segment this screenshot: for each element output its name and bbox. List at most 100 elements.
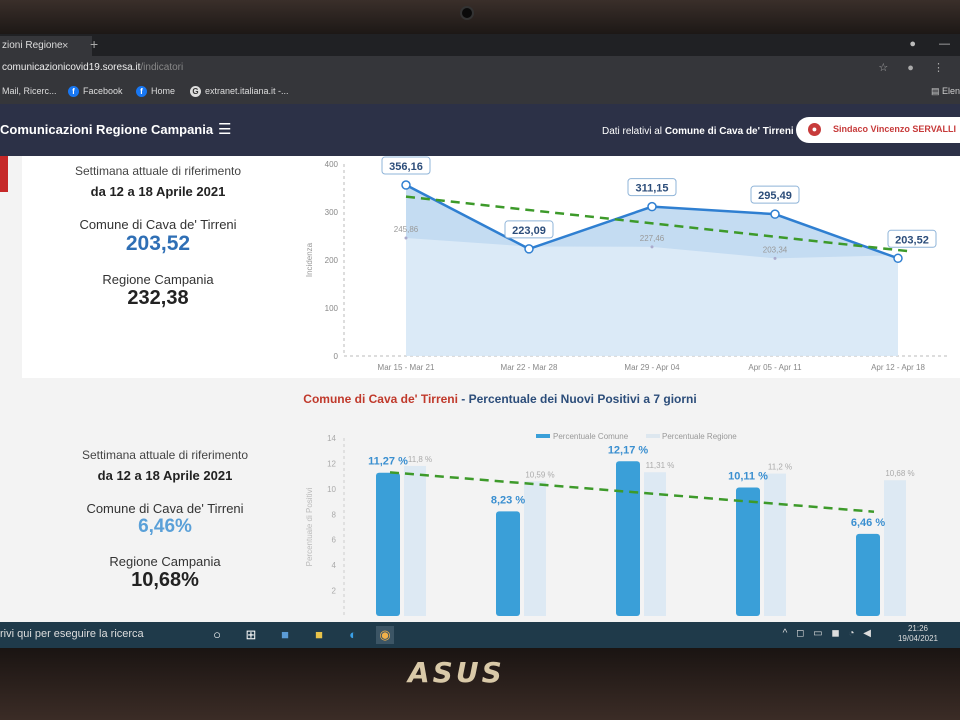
reading-list[interactable]: ▤ Elen	[930, 86, 960, 96]
y-axis-label: Incidenza	[305, 242, 314, 277]
extensions-icons[interactable]: ☆ ● ⋮	[878, 62, 952, 74]
y-tick-label: 2	[332, 587, 337, 596]
comune-bar	[616, 461, 640, 616]
close-icon[interactable]: ×	[62, 40, 69, 52]
comune-label: Comune di Cava de' Tirreni	[86, 501, 244, 516]
comune-label-box	[887, 229, 937, 248]
laptop-bezel-bottom: ASUS	[0, 648, 960, 720]
address-bar[interactable]: comunicazionicovid19.soresa.it/indicator…	[0, 56, 960, 82]
week-label: Settimana attuale di riferimento	[74, 164, 242, 178]
comune-label-box	[627, 178, 677, 197]
comune-value-label: 311,15	[635, 183, 668, 195]
chart2-title-rest: - Percentuale dei Nuovi Positivi a 7 gio…	[461, 392, 697, 406]
user-menu[interactable]: ● Sindaco Vincenzo SERVALLI	[796, 117, 960, 143]
comune-bar	[856, 533, 880, 616]
task-view-icon[interactable]: ⊞	[245, 627, 257, 642]
new-tab-icon[interactable]: +	[90, 36, 99, 52]
regione-bar-label: 10,68 %	[885, 469, 914, 478]
browser-tab[interactable]: zioni Regione ×	[0, 36, 92, 56]
user-icon: ●	[808, 123, 821, 136]
regione-bar	[644, 472, 666, 616]
comune-bar	[736, 487, 760, 616]
comune-value-label: 295,49	[758, 190, 792, 202]
incidence-stats: Settimana attuale di riferimento da 12 a…	[58, 164, 258, 310]
side-accent	[0, 156, 8, 192]
bookmark-home[interactable]: f Home	[136, 86, 175, 97]
y-tick-label: 200	[325, 256, 339, 265]
comune-point	[401, 180, 411, 190]
context-comune: Comune di Cava de' Tirreni	[664, 126, 794, 137]
user-name: Sindaco Vincenzo SERVALLI	[833, 124, 957, 134]
windows-taskbar: rivi qui per eseguire la ricerca ○ ⊞ ■ ■…	[0, 622, 960, 648]
comune-value-label: 203,52	[895, 234, 929, 246]
profile-icon[interactable]: ●	[909, 38, 916, 50]
regione-value: 232,38	[127, 287, 189, 309]
comune-value: 203,52	[125, 232, 191, 255]
facebook-icon: f	[136, 86, 147, 97]
comune-value-label: 223,09	[512, 225, 546, 237]
regione-bar	[764, 473, 786, 616]
globe-icon: G	[190, 86, 201, 97]
system-tray-icons[interactable]: ^ ◻ ▭ ◼ ◔ ◀	[782, 628, 874, 639]
y-tick-label: 12	[327, 459, 336, 468]
regione-bar-label: 10,59 %	[525, 470, 554, 479]
comune-bar	[496, 511, 520, 616]
app-title: Comunicazioni Regione Campania	[0, 122, 214, 137]
x-tick-label: Mar 22 - Mar 28	[501, 363, 558, 372]
regione-area	[406, 237, 898, 356]
comune-bar-label: 8,23 %	[491, 494, 525, 506]
y-tick-label: 0	[334, 352, 339, 361]
y-tick-label: 300	[325, 208, 339, 217]
clock-date: 19/04/2021	[897, 634, 938, 643]
asus-logo: ASUS	[408, 656, 505, 689]
url-path: /indicatori	[140, 62, 184, 73]
comune-label-box	[381, 156, 431, 175]
regione-value-label: 203,34	[763, 245, 788, 254]
regione-label: Regione Campania	[109, 554, 221, 569]
url-field[interactable]: comunicazionicovid19.soresa.it/indicator…	[2, 62, 183, 73]
taskbar-search[interactable]: rivi qui per eseguire la ricerca	[0, 628, 144, 640]
chart2-title-comune: Comune di Cava de' Tirreni	[303, 392, 458, 406]
week-range: da 12 a 18 Aprile 2021	[90, 184, 226, 199]
hamburger-menu-icon[interactable]: ☰	[218, 121, 232, 138]
comune-label: Comune di Cava de' Tirreni	[79, 217, 237, 232]
main-content: Settimana attuale di riferimento da 12 a…	[0, 156, 960, 640]
comune-value-label: 356,16	[389, 161, 423, 173]
week-label: Settimana attuale di riferimento	[81, 448, 249, 462]
bookmark-mail[interactable]: Mail, Ricerc...	[2, 86, 57, 96]
trend-line	[389, 471, 875, 513]
week-range: da 12 a 18 Aprile 2021	[97, 468, 233, 483]
regione-point	[773, 256, 777, 260]
incidence-chart: 0 100 200 300 400 Incidenza Mar 15 - Mar 21 Mar…	[305, 156, 950, 372]
positives-chart: 2 4 6 8 10 12 14 Percentuale di Positivi Percent…	[305, 432, 915, 616]
y-tick-label: 400	[325, 160, 339, 169]
screen: zioni Regione × + ● — comunicazionicovid…	[0, 34, 960, 648]
word-icon[interactable]: ■	[281, 627, 289, 642]
folder-icon[interactable]: ■	[315, 627, 323, 642]
bookmark-facebook[interactable]: f Facebook	[68, 86, 123, 97]
bookmark-label: Facebook	[83, 86, 123, 96]
legend-regione-swatch	[646, 434, 660, 438]
comune-bar	[376, 472, 400, 616]
app-header: Comunicazioni Regione Campania ☰ Dati re…	[0, 104, 960, 156]
legend-regione-label: Percentuale Regione	[662, 432, 737, 441]
chrome-icon[interactable]: ◉	[376, 626, 394, 644]
minimize-icon[interactable]: —	[939, 38, 950, 50]
x-tick-label: Apr 05 - Apr 11	[748, 363, 802, 372]
edge-icon[interactable]: ◐	[349, 627, 357, 642]
comune-bar-label: 10,11 %	[728, 470, 768, 482]
comune-bar-label: 6,46 %	[851, 517, 885, 529]
laptop-bezel-top	[0, 0, 960, 34]
comune-label-box	[504, 220, 554, 239]
comune-point	[524, 244, 534, 254]
x-tick-label: Apr 12 - Apr 18	[871, 363, 925, 372]
comune-bar-label: 11,27 %	[368, 456, 408, 468]
comune-point	[893, 253, 903, 264]
context-prefix: Dati relativi al	[602, 126, 663, 137]
bookmark-label: Home	[151, 86, 176, 96]
positives-stats: Settimana attuale di riferimento da 12 a…	[65, 448, 265, 592]
clock[interactable]: 21:26 19/04/2021	[898, 624, 938, 644]
cortana-icon[interactable]: ○	[213, 627, 221, 642]
